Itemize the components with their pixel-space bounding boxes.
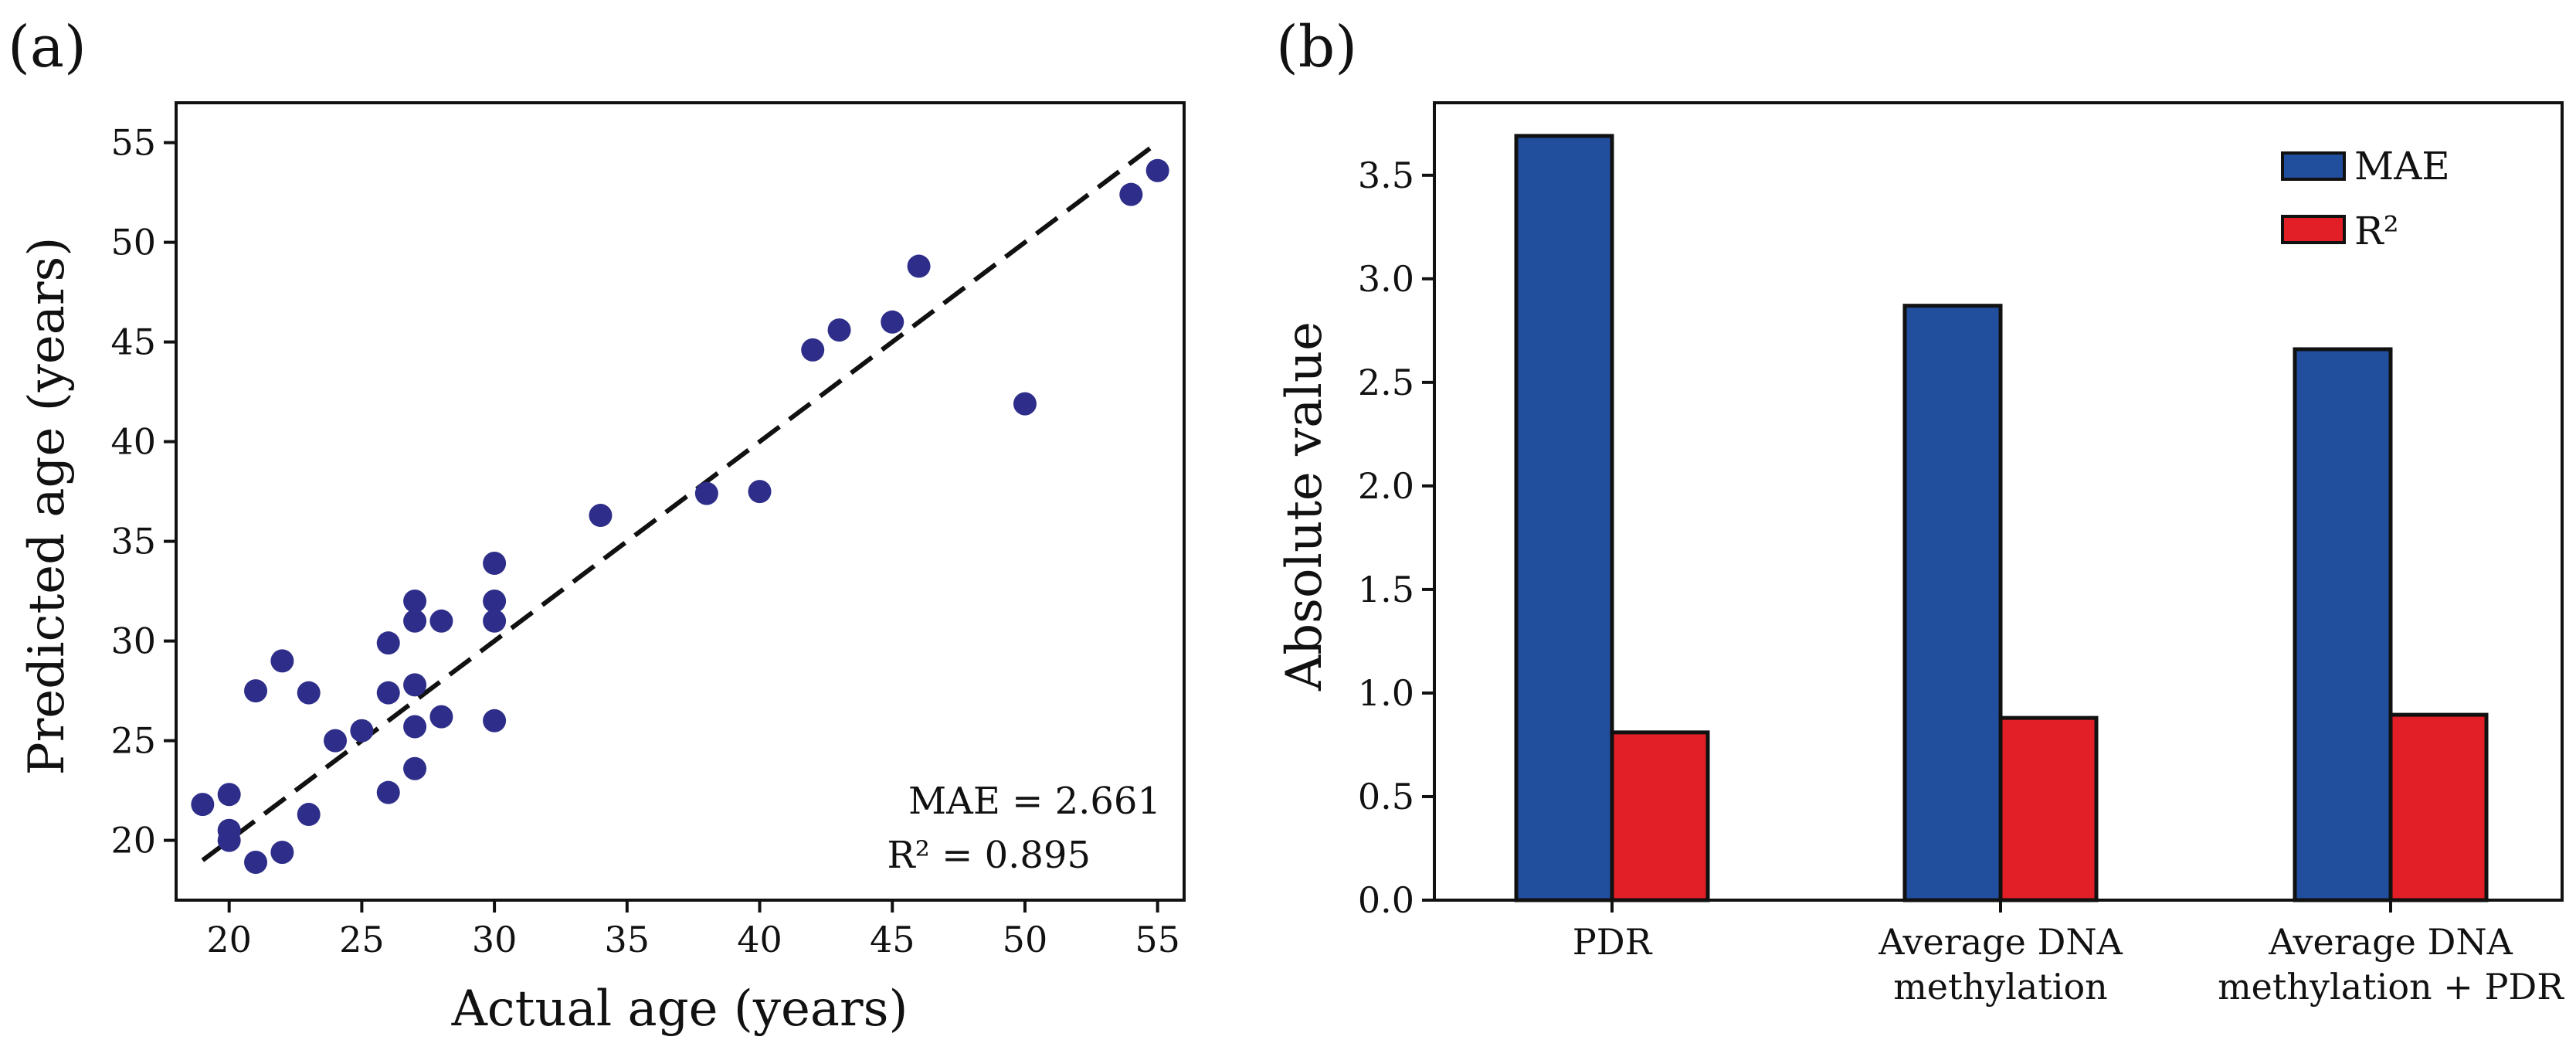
bar-y-tick-label: 1.0 — [1358, 672, 1414, 714]
scatter-point — [270, 649, 294, 673]
legend-label-mae: MAE — [2354, 144, 2450, 189]
scatter-point — [403, 590, 427, 613]
scatter-point — [1013, 392, 1037, 416]
panel-b: (b) Absolute value 0.0 0.5 1.0 1.5 2.0 2.5 3.0… — [1276, 14, 2564, 1008]
scatter-point — [483, 609, 507, 633]
bar-r2-0 — [1610, 730, 1710, 902]
scatter-x-tick-label: 45 — [870, 919, 915, 960]
scatter-x-tick-label: 25 — [339, 919, 385, 960]
bar-y-tick-label: 3.5 — [1358, 155, 1414, 196]
scatter-point — [403, 673, 427, 697]
bar-mae-2 — [2293, 347, 2393, 902]
bar-mae-1 — [1902, 304, 2003, 902]
scatter-x-axis-title: Actual age (years) — [451, 981, 908, 1038]
bar-r2-1 — [1998, 715, 2099, 902]
legend-label-r2: R² — [2354, 209, 2399, 253]
panel-a-label: (a) — [8, 14, 87, 80]
scatter-point — [483, 709, 507, 732]
scatter-point — [429, 609, 453, 633]
bar-category-label: methylation — [1893, 966, 2108, 1008]
bar-category-label: Average DNA — [2268, 921, 2513, 963]
legend-swatch-r2 — [2281, 215, 2346, 244]
bar-y-tick-label: 1.5 — [1358, 569, 1414, 610]
bar-r2-2 — [2388, 712, 2489, 902]
scatter-point — [270, 841, 294, 865]
scatter-point — [217, 783, 241, 807]
mae-annotation: MAE = 2.661 — [908, 780, 1161, 823]
scatter-point — [748, 480, 772, 504]
scatter-point — [376, 780, 400, 804]
scatter-x-tick-label: 35 — [605, 919, 650, 960]
scatter-point — [244, 679, 268, 703]
bar-y-tick-label: 2.0 — [1358, 465, 1414, 507]
scatter-point — [589, 504, 613, 528]
scatter-ticks: 20 25 30 35 40 45 50 55 20 25 30 35 40 45 50 55 — [110, 122, 1179, 960]
scatter-point — [217, 828, 241, 852]
bar-y-tick-label: 2.5 — [1358, 362, 1414, 403]
legend-swatch-mae — [2281, 151, 2346, 181]
scatter-y-tick-label: 30 — [110, 620, 156, 662]
panel-a: (a) Predicted age (years) Actual age (ye… — [8, 14, 1186, 1038]
scatter-point — [403, 609, 427, 633]
scatter-y-tick-label: 50 — [110, 222, 156, 263]
scatter-point — [1145, 158, 1169, 182]
scatter-point — [191, 793, 215, 817]
scatter-point — [376, 631, 400, 655]
r2-annotation: R² = 0.895 — [887, 834, 1091, 877]
scatter-y-tick-label: 55 — [110, 122, 156, 164]
scatter-plot-frame — [175, 101, 1186, 902]
scatter-point — [429, 705, 453, 729]
scatter-point — [694, 481, 718, 505]
bar-mae-0 — [1514, 134, 1614, 902]
scatter-x-tick-label: 50 — [1003, 919, 1048, 960]
scatter-point — [827, 318, 851, 342]
scatter-reference-line — [201, 141, 1159, 862]
bar-category-label: PDR — [1573, 921, 1653, 963]
scatter-point — [376, 681, 400, 705]
scatter-points — [191, 158, 1169, 874]
scatter-point — [881, 310, 904, 334]
scatter-x-tick-label: 30 — [472, 919, 518, 960]
scatter-y-tick-label: 20 — [110, 820, 156, 862]
scatter-x-tick-label: 20 — [206, 919, 252, 960]
scatter-point — [403, 715, 427, 739]
panel-b-label: (b) — [1276, 14, 1357, 80]
bar-category-label: methylation + PDR — [2218, 966, 2564, 1008]
scatter-y-tick-label: 25 — [110, 720, 156, 762]
scatter-x-tick-label: 55 — [1135, 919, 1180, 960]
bar-plot-frame — [1433, 101, 2564, 902]
scatter-y-tick-label: 40 — [110, 421, 156, 463]
scatter-point — [350, 719, 374, 743]
scatter-point — [483, 590, 507, 613]
bar-category-label: Average DNA — [1878, 921, 2123, 963]
bar-y-tick-label: 3.0 — [1358, 258, 1414, 300]
bar-y-axis-title: Absolute value — [1276, 321, 1333, 692]
scatter-point — [297, 803, 321, 827]
scatter-y-tick-label: 35 — [110, 521, 156, 562]
scatter-x-tick-label: 40 — [737, 919, 782, 960]
scatter-point — [403, 756, 427, 780]
scatter-point — [907, 254, 931, 278]
scatter-y-axis-title: Predicted age (years) — [19, 237, 76, 776]
scatter-point — [324, 729, 348, 753]
scatter-point — [1119, 182, 1143, 206]
bar-legend: MAE R² — [2281, 144, 2450, 253]
scatter-point — [483, 551, 507, 575]
scatter-point — [244, 850, 268, 874]
bar-y-tick-label: 0.5 — [1358, 776, 1414, 817]
scatter-point — [801, 338, 825, 362]
scatter-y-tick-label: 45 — [110, 321, 156, 363]
bar-series — [1514, 134, 2489, 902]
scatter-point — [297, 681, 321, 705]
bar-y-tick-label: 0.0 — [1358, 879, 1414, 921]
